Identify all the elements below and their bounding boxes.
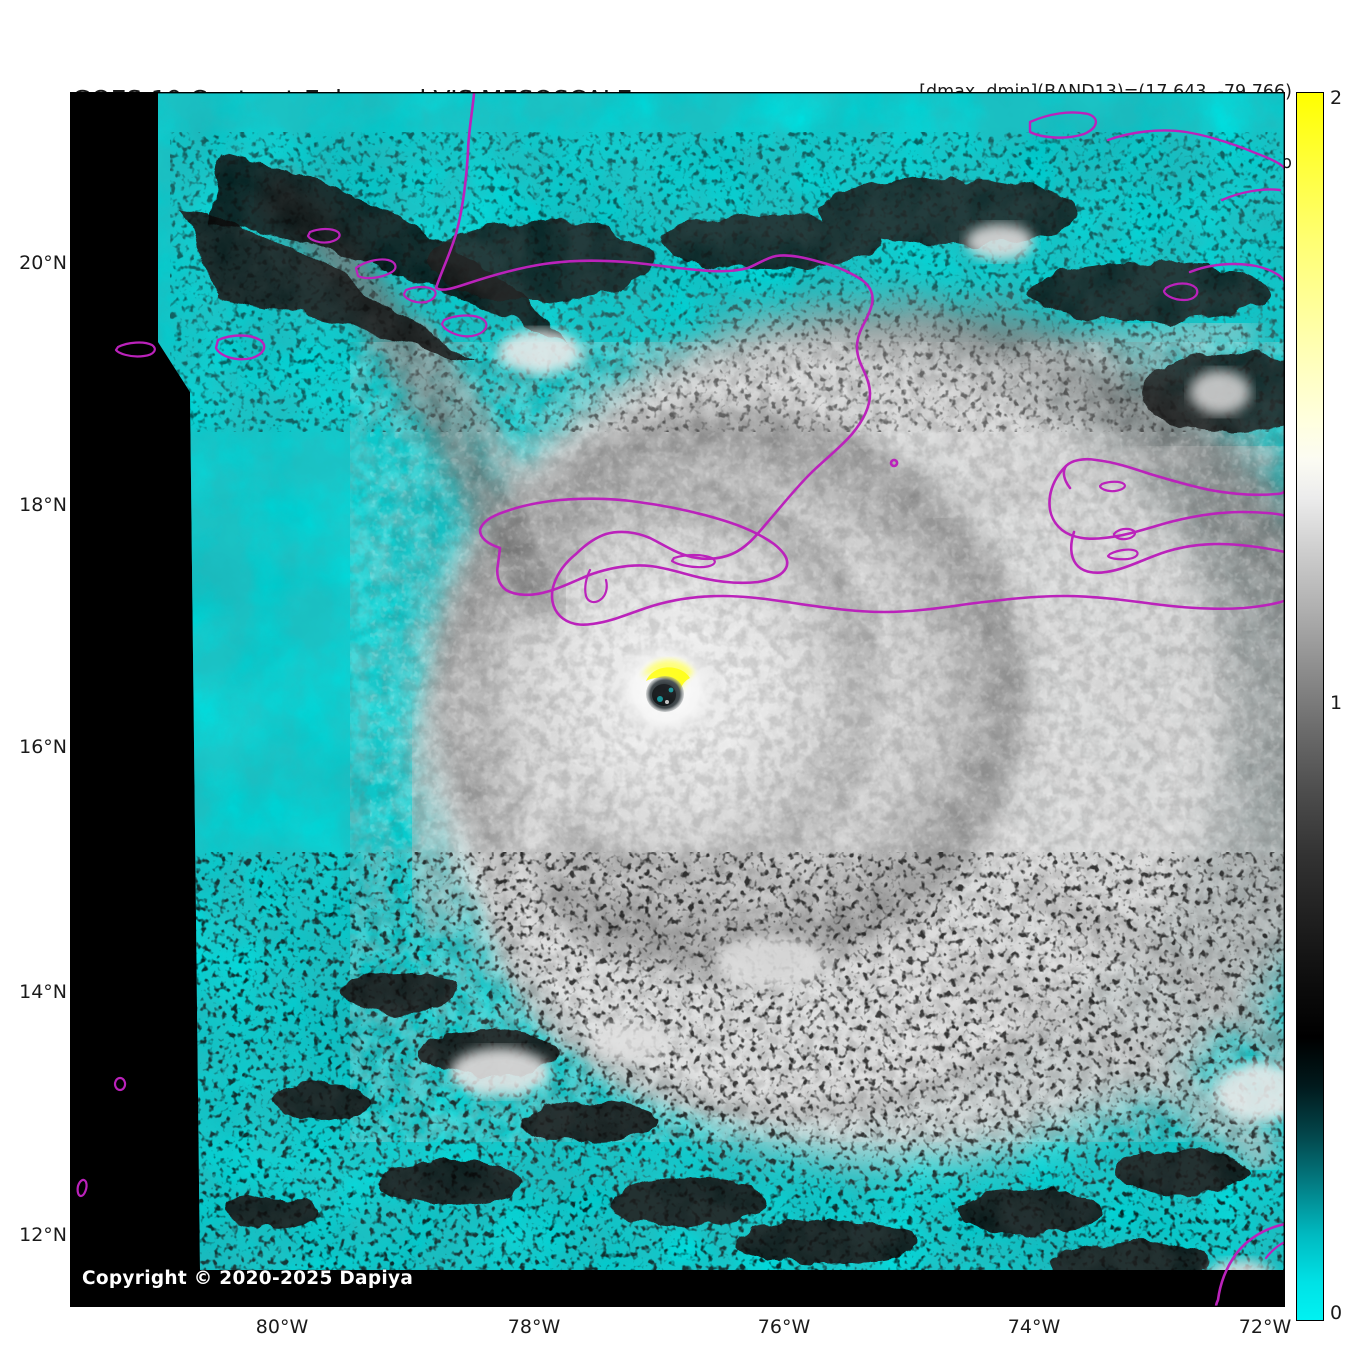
bahamas-island-1 xyxy=(1028,111,1097,139)
bahamas-island-2 xyxy=(1106,129,1285,172)
coastline-overlay xyxy=(76,92,1285,1307)
y-tick-20N: 20°N xyxy=(19,252,67,274)
satellite-image-panel: Copyright © 2020-2025 Dapiya xyxy=(70,92,1285,1307)
colorbar xyxy=(1296,92,1324,1321)
bahamas-island-3 xyxy=(1220,188,1282,202)
bahamas-island-4 xyxy=(1188,262,1285,286)
cuba-south-coast xyxy=(550,552,1285,627)
cuba-keys-1 xyxy=(354,258,397,280)
x-tick-76W: 76°W xyxy=(757,1316,811,1338)
cayman-islands-coastline xyxy=(114,341,156,358)
bahamas-island-5 xyxy=(1162,282,1199,302)
x-tick-72W: 72°W xyxy=(1238,1316,1292,1338)
y-tick-14N: 14°N xyxy=(19,981,67,1003)
small-cay-marker xyxy=(889,458,899,468)
san-andres-island-coastline xyxy=(113,1076,127,1092)
jamaica-inlet xyxy=(670,553,716,569)
colorbar-tick-2: 2 xyxy=(1330,87,1343,109)
hispaniola-south-coast xyxy=(1069,530,1285,575)
providencia-island-coastline xyxy=(76,1178,88,1198)
gonave-island-coastline xyxy=(1112,527,1137,541)
cuba-keys-3 xyxy=(306,227,341,244)
hispaniola-bay xyxy=(1106,548,1139,561)
y-tick-16N: 16°N xyxy=(19,736,67,758)
jamaica-coastline xyxy=(478,497,789,597)
x-tick-80W: 80°W xyxy=(255,1316,309,1338)
hispaniola-west-coast xyxy=(1048,464,1285,541)
x-tick-74W: 74°W xyxy=(1007,1316,1061,1338)
jamaica-south-peninsula xyxy=(584,568,608,604)
cuba-coastline xyxy=(434,92,874,561)
colombia-coastline xyxy=(1214,1222,1285,1307)
cuba-keys-4 xyxy=(440,314,488,338)
satellite-data-swath xyxy=(158,92,1285,1270)
cuba-keys-2 xyxy=(402,285,437,304)
isla-juventud-coastline xyxy=(214,334,266,361)
plot-frame-border xyxy=(70,92,1285,1307)
satellite-image-canvas xyxy=(70,92,1285,1307)
y-tick-18N: 18°N xyxy=(19,494,67,516)
y-tick-12N: 12°N xyxy=(19,1224,67,1246)
tortuga-island-coastline xyxy=(1098,480,1126,493)
copyright-notice: Copyright © 2020-2025 Dapiya xyxy=(82,1268,414,1289)
colorbar-tick-0: 0 xyxy=(1330,1302,1343,1324)
colorbar-tick-1: 1 xyxy=(1330,692,1343,714)
x-tick-78W: 78°W xyxy=(507,1316,561,1338)
